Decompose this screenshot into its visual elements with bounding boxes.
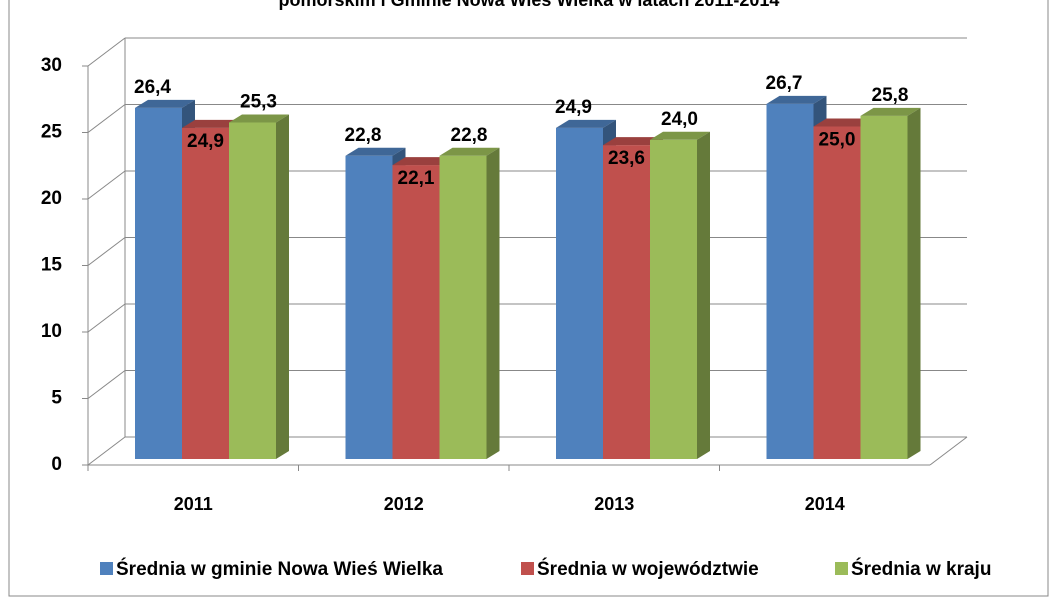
y-tick-label: 0: [51, 454, 62, 475]
grid-line: [87, 104, 126, 133]
bar: [135, 107, 182, 459]
legend-label: Średnia w województwie: [537, 558, 759, 580]
y-tick-label: 5: [51, 388, 62, 409]
value-label: 22,8: [451, 125, 488, 146]
bar: [766, 103, 814, 459]
value-label: 26,4: [134, 77, 171, 98]
bar-top: [439, 147, 500, 156]
bar-top: [182, 119, 242, 128]
y-tick-label: 30: [41, 55, 62, 76]
value-label: 25,8: [872, 85, 909, 106]
bar-side: [486, 147, 500, 459]
value-label: 22,1: [398, 168, 435, 189]
bar: [182, 127, 229, 459]
bar: [813, 126, 861, 459]
bar-side: [276, 114, 289, 459]
legend-swatch: [835, 562, 848, 575]
bar-side: [697, 131, 710, 460]
bar: [556, 127, 603, 459]
bar: [860, 115, 908, 460]
x-tick-label: 2012: [384, 494, 424, 514]
bar-top: [556, 119, 616, 128]
bar-top: [603, 137, 663, 146]
bar-top: [860, 107, 921, 116]
value-label: 24,9: [555, 97, 592, 118]
axis-floor: [929, 436, 968, 466]
bar: [392, 165, 440, 459]
y-tick-label: 25: [41, 122, 63, 143]
bar-top: [345, 147, 406, 156]
grid-line: [87, 436, 126, 466]
value-label: 26,7: [766, 73, 803, 94]
x-tick-label: 2011: [174, 494, 213, 514]
y-tick-label: 10: [41, 321, 62, 342]
x-tick-label: 2013: [594, 494, 634, 514]
grid-line: [87, 303, 126, 333]
y-tick-label: 20: [41, 188, 62, 209]
grid-line: [87, 370, 126, 399]
bar: [603, 145, 650, 459]
bar-side: [907, 107, 921, 460]
bar-top: [135, 99, 195, 108]
legend-label: Średnia w gminie Nowa Wieś Wielka: [116, 558, 443, 580]
bar: [439, 155, 487, 459]
bar: [229, 122, 276, 459]
bar-top: [650, 131, 710, 140]
legend-swatch: [100, 562, 113, 575]
bar-top: [766, 95, 827, 104]
grid-line: [87, 237, 126, 266]
bar-top: [229, 114, 289, 123]
bar: [650, 139, 697, 460]
legend-swatch: [521, 562, 534, 575]
grid-line: [87, 37, 126, 67]
value-label: 24,0: [661, 109, 698, 130]
bar-top: [392, 157, 453, 166]
y-tick-label: 15: [41, 255, 63, 276]
value-label: 25,3: [240, 92, 277, 113]
bar: [345, 155, 393, 459]
chart-title: pomorskim i Gminie Nowa Wieś Wielka w la…: [279, 0, 780, 10]
legend-label: Średnia w kraju: [851, 558, 991, 580]
value-label: 24,9: [187, 131, 224, 152]
bar-top: [813, 118, 874, 127]
value-label: 23,6: [608, 148, 645, 169]
value-label: 25,0: [819, 130, 856, 151]
value-label: 22,8: [345, 125, 382, 146]
x-tick-label: 2014: [805, 494, 845, 514]
grid-line: [87, 170, 126, 200]
